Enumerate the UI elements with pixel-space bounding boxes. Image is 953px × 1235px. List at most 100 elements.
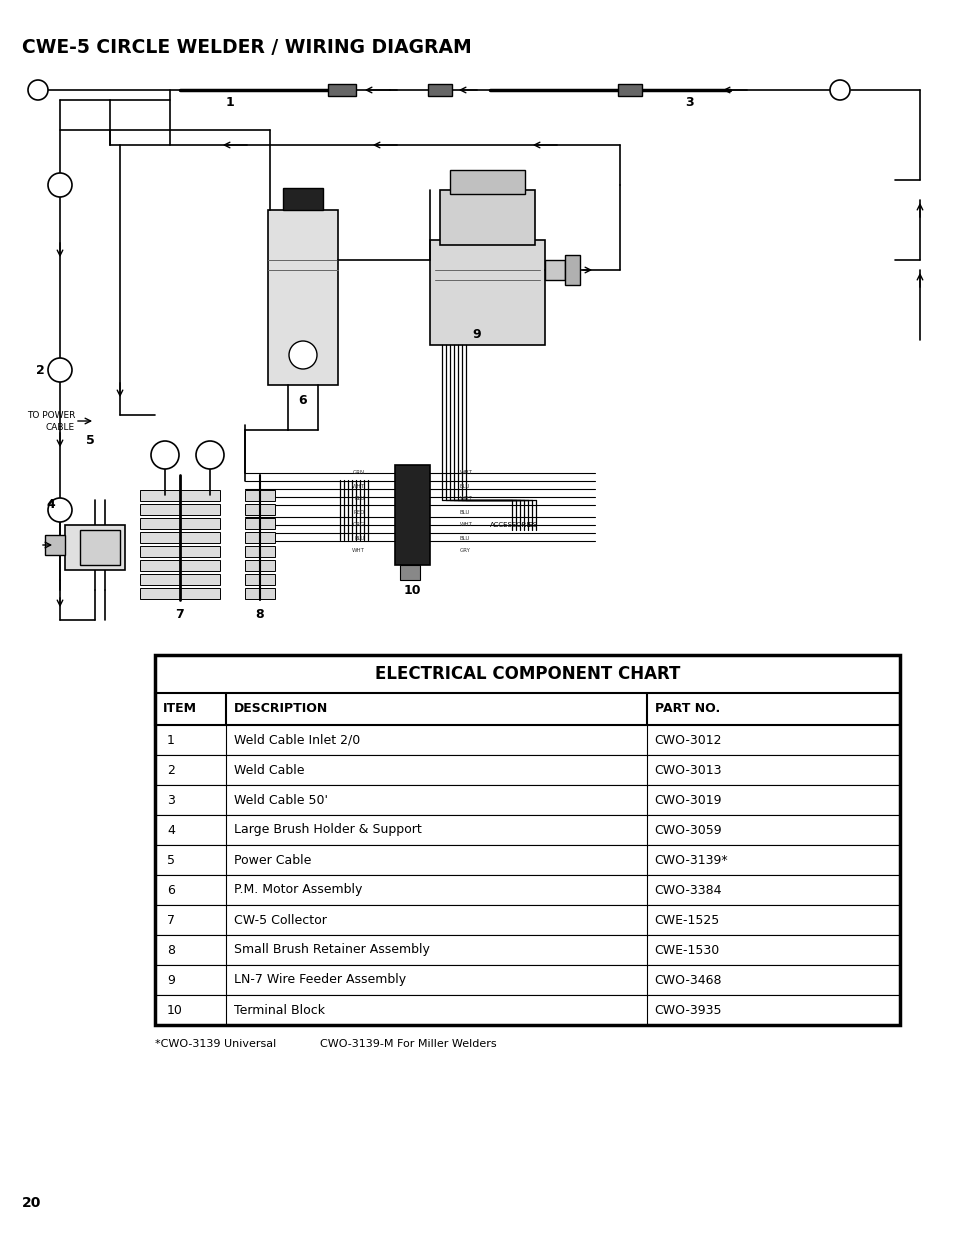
Text: BLU: BLU (355, 536, 365, 541)
Bar (245, 559, 274, 571)
Text: CWO-3468: CWO-3468 (654, 973, 721, 987)
Text: Large Brush Holder & Support: Large Brush Holder & Support (233, 824, 421, 836)
Bar (430, 240, 544, 345)
Circle shape (829, 80, 849, 100)
Bar (618, 84, 641, 96)
Text: 5: 5 (86, 433, 94, 447)
Text: WHT: WHT (459, 522, 473, 527)
Bar (328, 84, 355, 96)
Text: PART NO.: PART NO. (654, 703, 720, 715)
Bar (140, 559, 220, 571)
Bar (154, 755, 899, 785)
Text: BLU: BLU (459, 510, 470, 515)
Bar (245, 504, 274, 515)
Bar (80, 530, 120, 564)
Text: 9: 9 (167, 973, 174, 987)
Text: CWE-5 CIRCLE WELDER / WIRING DIAGRAM: CWE-5 CIRCLE WELDER / WIRING DIAGRAM (22, 38, 471, 57)
Circle shape (48, 358, 71, 382)
Text: CWO-3139-M For Miller Welders: CWO-3139-M For Miller Welders (319, 1039, 497, 1049)
Bar (268, 210, 337, 385)
Text: BLU: BLU (459, 483, 470, 489)
Text: CWE-1530: CWE-1530 (654, 944, 720, 956)
Text: 20: 20 (22, 1195, 41, 1210)
Text: 3: 3 (685, 96, 694, 110)
Bar (544, 261, 564, 280)
Text: CWO-3059: CWO-3059 (654, 824, 721, 836)
Text: WHT: WHT (459, 496, 473, 501)
Circle shape (151, 441, 179, 469)
Text: ELECTRICAL COMPONENT CHART: ELECTRICAL COMPONENT CHART (375, 664, 679, 683)
Bar (154, 845, 899, 876)
Text: 2: 2 (167, 763, 174, 777)
Text: 2: 2 (35, 363, 45, 377)
Bar (395, 466, 430, 564)
Bar (154, 905, 899, 935)
Text: 8: 8 (255, 609, 264, 621)
Text: CABLE: CABLE (46, 422, 75, 431)
Bar (45, 535, 65, 555)
Text: 4: 4 (167, 824, 174, 836)
Text: CWE-1525: CWE-1525 (654, 914, 720, 926)
Bar (65, 525, 125, 571)
Bar (154, 876, 899, 905)
Text: 6: 6 (167, 883, 174, 897)
Bar (245, 588, 274, 599)
Text: 1: 1 (167, 734, 174, 746)
Text: ORG: ORG (353, 522, 365, 527)
Text: 6: 6 (298, 394, 307, 406)
Text: WHT: WHT (352, 483, 365, 489)
Text: Small Brush Retainer Assembly: Small Brush Retainer Assembly (233, 944, 429, 956)
Bar (154, 655, 899, 1025)
Text: CWO-3019: CWO-3019 (654, 794, 721, 806)
Bar (283, 188, 323, 210)
Bar (245, 490, 274, 501)
Text: ITEM: ITEM (163, 703, 196, 715)
Text: 9: 9 (472, 329, 481, 342)
Bar (154, 965, 899, 995)
Bar (245, 546, 274, 557)
Circle shape (48, 498, 71, 522)
Bar (245, 517, 274, 529)
Bar (154, 693, 899, 725)
Bar (399, 564, 419, 580)
Bar (564, 254, 579, 285)
Text: CWO-3384: CWO-3384 (654, 883, 721, 897)
Text: TO POWER: TO POWER (27, 410, 75, 420)
Bar (154, 815, 899, 845)
Bar (154, 785, 899, 815)
Text: LN-7 Wire Feeder Assembly: LN-7 Wire Feeder Assembly (233, 973, 405, 987)
Text: WHT: WHT (352, 548, 365, 553)
Text: GRY: GRY (459, 548, 471, 553)
Text: P.M. Motor Assembly: P.M. Motor Assembly (233, 883, 362, 897)
Bar (154, 995, 899, 1025)
Bar (245, 532, 274, 543)
Bar (450, 170, 524, 194)
Text: 7: 7 (167, 914, 174, 926)
Bar (140, 517, 220, 529)
Text: 10: 10 (167, 1004, 183, 1016)
Text: GRN: GRN (353, 471, 365, 475)
Text: CWO-3012: CWO-3012 (654, 734, 721, 746)
Bar (140, 588, 220, 599)
Circle shape (289, 341, 316, 369)
Text: CWO-3935: CWO-3935 (654, 1004, 721, 1016)
Bar (439, 190, 535, 245)
Text: ACCESSORIES: ACCESSORIES (490, 522, 537, 529)
Text: BLU: BLU (459, 536, 470, 541)
Bar (245, 574, 274, 585)
Text: 3: 3 (167, 794, 174, 806)
Circle shape (28, 80, 48, 100)
Bar (140, 532, 220, 543)
Text: Weld Cable Inlet 2/0: Weld Cable Inlet 2/0 (233, 734, 359, 746)
Bar (154, 935, 899, 965)
Text: Weld Cable: Weld Cable (233, 763, 304, 777)
Text: 4: 4 (46, 499, 55, 511)
Text: 5: 5 (167, 853, 174, 867)
Text: WHT: WHT (459, 471, 473, 475)
Text: Weld Cable 50': Weld Cable 50' (233, 794, 328, 806)
Circle shape (195, 441, 224, 469)
Text: CW-5 Collector: CW-5 Collector (233, 914, 326, 926)
Text: CWO-3013: CWO-3013 (654, 763, 721, 777)
Bar (140, 546, 220, 557)
Text: Terminal Block: Terminal Block (233, 1004, 324, 1016)
